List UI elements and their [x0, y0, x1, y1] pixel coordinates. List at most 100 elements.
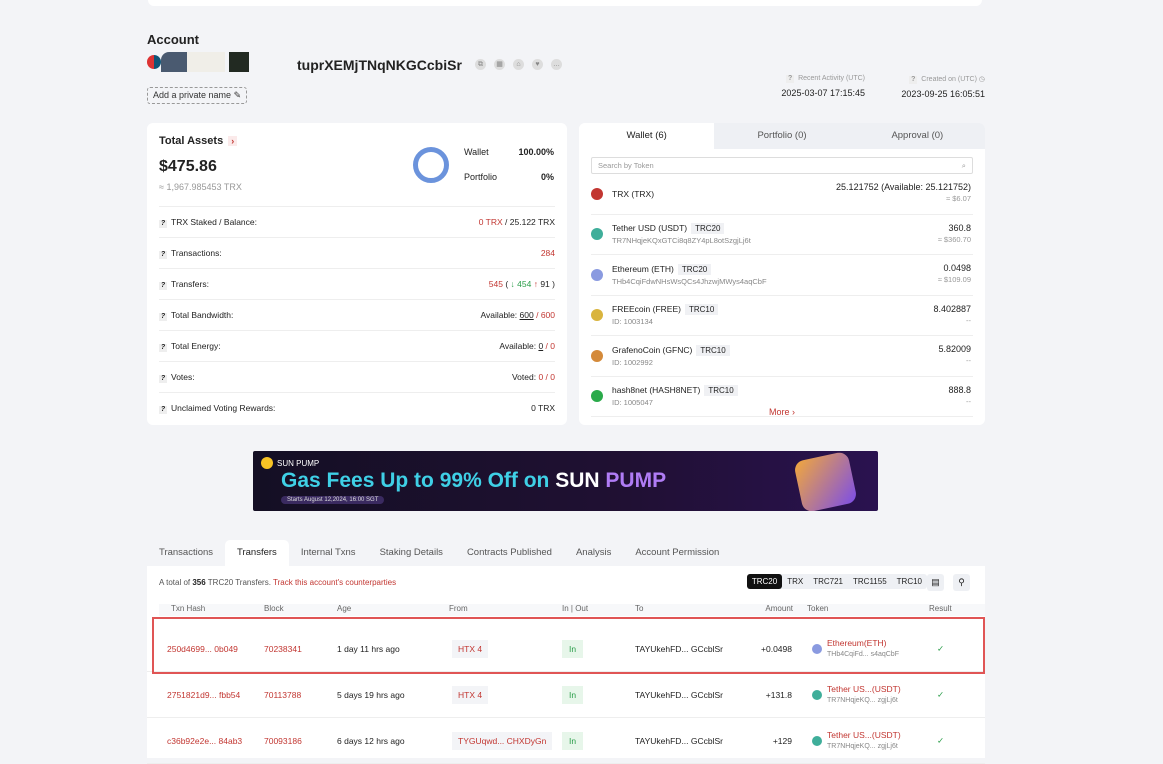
filter-trc10[interactable]: TRC10: [896, 577, 922, 586]
help-icon: ?: [786, 75, 795, 83]
chart-icon[interactable]: ⌂: [513, 59, 524, 70]
direction-badge: In: [562, 685, 584, 704]
row-trx-staked: ? TRX Staked / Balance: 0 TRX / 25.122 TRX: [159, 206, 555, 237]
token-icon: [812, 643, 822, 654]
filter-trx[interactable]: TRX: [787, 577, 804, 586]
filter-icon[interactable]: ⚲: [953, 574, 970, 591]
token-icon: [591, 390, 603, 403]
recent-activity-value: 2025-03-07 17:15:45: [781, 88, 865, 98]
token-icon: [812, 735, 822, 746]
row-unclaimed-rewards: ? Unclaimed Voting Rewards: 0 TRX: [159, 392, 555, 423]
tab-transactions[interactable]: Transactions: [159, 547, 214, 558]
token-row[interactable]: Tether USD (USDT) TRC20 TR7NHqjeKQxGTCi8q8…: [591, 215, 973, 255]
filter-trc1155[interactable]: TRC1155: [853, 577, 887, 586]
column-header[interactable]: Block: [264, 604, 284, 613]
age: 5 days 19 hrs ago: [337, 689, 405, 700]
copy-icon[interactable]: ⧉: [475, 59, 486, 70]
legend-portfolio: Portfolio 0%: [464, 172, 554, 182]
token-icon: [812, 689, 822, 700]
token-row[interactable]: hash8net (HASH8NET) TRC10 ID: 1005047 888.…: [591, 377, 973, 417]
token-row[interactable]: GrafenoCoin (GFNC) TRC10 ID: 1002992 5.820…: [591, 336, 973, 377]
from-address[interactable]: HTX 4: [452, 685, 489, 704]
created-value: 2023-09-25 16:05:51: [901, 89, 985, 99]
clock-icon: ◷: [978, 76, 985, 83]
filter-trc20[interactable]: TRC20: [746, 574, 783, 589]
row-transfers: ? Transfers: 545 ( ↓ 454 ↑ 91 ): [159, 268, 555, 299]
block-link[interactable]: 70093186: [264, 735, 302, 746]
table-row: 2751821d9... fbb54 70113788 5 days 19 hr…: [147, 672, 985, 718]
success-check-icon: ✓: [937, 689, 945, 699]
sunpump-banner[interactable]: SUN PUMP Gas Fees Up to 99% Off on SUN P…: [253, 451, 878, 511]
recent-activity-label: Recent Activity (UTC): [798, 75, 865, 82]
tab-contracts-published[interactable]: Contracts Published: [466, 547, 552, 558]
tab-internal-txns[interactable]: Internal Txns: [300, 547, 356, 558]
success-check-icon: ✓: [937, 643, 945, 653]
from-address[interactable]: TYGUqwd... CHXDyGn: [452, 731, 553, 750]
more-icon[interactable]: …: [551, 59, 562, 70]
track-counterparties-link[interactable]: Track this account's counterparties: [273, 578, 397, 587]
from-address[interactable]: HTX 4: [452, 639, 489, 658]
table-row: c36b92e2e... 84ab3 70093186 6 days 12 hr…: [147, 718, 985, 764]
token-icon: [591, 349, 603, 362]
assets-donut-chart: [413, 147, 449, 183]
block-link[interactable]: 70238341: [264, 643, 302, 654]
token-link[interactable]: Tether US...(USDT): [827, 729, 901, 740]
chevron-right-icon[interactable]: ›: [228, 136, 238, 146]
column-header[interactable]: Result: [929, 604, 952, 613]
edit-icon: ✎: [233, 90, 242, 100]
total-assets-trx: ≈ 1,967.985453 TRX: [159, 182, 242, 192]
to-address[interactable]: TAYUkehFD... GCcblSr: [635, 689, 724, 700]
tab-portfolio[interactable]: Portfolio (0): [714, 123, 850, 149]
tab-wallet[interactable]: Wallet (6): [579, 123, 715, 149]
column-header[interactable]: To: [635, 604, 644, 613]
favorite-icon[interactable]: ♥: [532, 59, 543, 70]
total-assets-card: Total Assets › $475.86 ≈ 1,967.985453 TRX…: [147, 123, 567, 425]
calendar-icon[interactable]: ▤: [927, 574, 944, 591]
block-link[interactable]: 70113788: [264, 689, 302, 700]
column-header[interactable]: In | Out: [562, 604, 589, 613]
txn-hash-link[interactable]: c36b92e2e... 84ab3: [167, 735, 243, 746]
token-icon: [591, 309, 603, 322]
tab-approval[interactable]: Approval (0): [849, 123, 985, 149]
highlight-box: [152, 617, 985, 674]
token-link[interactable]: Ethereum(ETH): [827, 637, 887, 648]
qr-code-icon[interactable]: ▦: [494, 59, 505, 70]
success-check-icon: ✓: [937, 735, 945, 745]
tab-analysis[interactable]: Analysis: [575, 547, 612, 558]
tab-transfers[interactable]: Transfers: [225, 540, 289, 566]
token-row[interactable]: TRX (TRX) 25.121752 (Available: 25.12175…: [591, 174, 973, 215]
token-link[interactable]: Tether US...(USDT): [827, 683, 901, 694]
top-card-edge: [148, 0, 982, 6]
column-header[interactable]: Age: [337, 604, 352, 613]
sunpump-logo-icon: [261, 457, 273, 469]
to-address[interactable]: TAYUkehFD... GCcblSr: [635, 643, 724, 654]
direction-badge: In: [562, 731, 584, 750]
tab-account-permission[interactable]: Account Permission: [635, 547, 720, 558]
more-link[interactable]: More ›: [768, 407, 795, 417]
add-private-name-button[interactable]: Add a private name ✎: [147, 87, 248, 104]
row-votes: ? Votes: Voted: 0 / 0: [159, 361, 555, 392]
row-energy: ? Total Energy: Available: 0 / 0: [159, 330, 555, 361]
filter-trc721[interactable]: TRC721: [813, 577, 843, 586]
txn-hash-link[interactable]: 250d4699... 0b049: [167, 643, 238, 654]
column-header[interactable]: Txn Hash: [171, 604, 206, 613]
token-row[interactable]: Ethereum (ETH) TRC20 THb4CqiFdwNHsWsQCs4Jh…: [591, 255, 973, 296]
txn-hash-link[interactable]: 2751821d9... fbb54: [167, 689, 241, 700]
to-address[interactable]: TAYUkehFD... GCcblSr: [635, 735, 724, 746]
total-assets-title: Total Assets: [159, 135, 224, 147]
search-icon: ⌕: [961, 160, 966, 170]
column-header[interactable]: Token: [807, 604, 829, 613]
token-icon: [591, 268, 603, 281]
token-row[interactable]: FREEcoin (FREE) TRC10 ID: 1003134 8.402887…: [591, 296, 973, 336]
token-icon: [591, 228, 603, 241]
phone-illustration: [793, 451, 858, 511]
transactions-link[interactable]: 284: [540, 248, 555, 258]
column-header[interactable]: From: [449, 604, 468, 613]
column-header[interactable]: Amount: [765, 604, 793, 613]
account-address: tuprXEMjTNqNKGCcbiSr: [297, 57, 462, 73]
row-bandwidth: ? Total Bandwidth: Available: 600 / 600: [159, 299, 555, 330]
avatar: [147, 52, 267, 72]
token-search-input[interactable]: Search by Token ⌕: [591, 157, 973, 174]
tab-staking-details[interactable]: Staking Details: [379, 547, 443, 558]
help-icon: ?: [909, 76, 918, 84]
